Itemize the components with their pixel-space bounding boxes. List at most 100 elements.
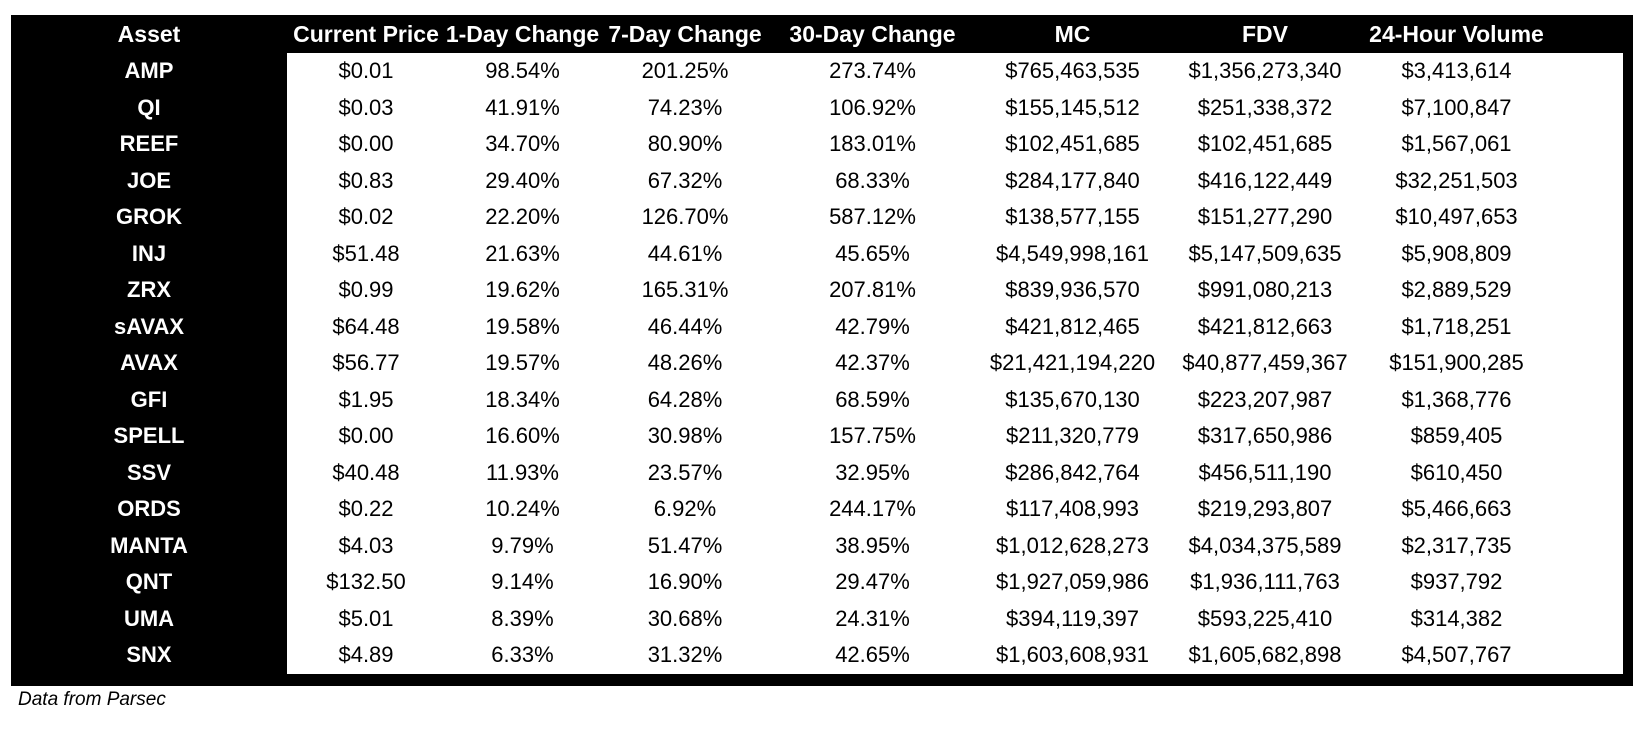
- table-header: Asset Current Price 1-Day Change 7-Day C…: [11, 15, 1623, 53]
- 30-day-change-cell: 244.17%: [770, 491, 975, 528]
- mc-cell: $102,451,685: [975, 126, 1170, 163]
- 7-day-change-cell: 30.98%: [600, 418, 770, 455]
- fdv-cell: $1,605,682,898: [1170, 637, 1360, 674]
- asset-cell: AMP: [11, 53, 287, 90]
- column-header-1-day-change: 1-Day Change: [445, 15, 600, 53]
- 7-day-change-cell: 30.68%: [600, 600, 770, 637]
- asset-cell: SPELL: [11, 418, 287, 455]
- current-price-cell: $0.01: [287, 53, 445, 90]
- current-price-cell: $5.01: [287, 600, 445, 637]
- current-price-cell: $0.22: [287, 491, 445, 528]
- mc-cell: $1,603,608,931: [975, 637, 1170, 674]
- fdv-cell: $251,338,372: [1170, 89, 1360, 126]
- table-row: SPELL $0.00 16.60% 30.98% 157.75% $211,3…: [11, 418, 1623, 455]
- 30-day-change-cell: 207.81%: [770, 272, 975, 309]
- volume-cell: $2,889,529: [1360, 272, 1623, 309]
- 7-day-change-cell: 31.32%: [600, 637, 770, 674]
- table-row: QI $0.03 41.91% 74.23% 106.92% $155,145,…: [11, 89, 1623, 126]
- source-note: Data from Parsec: [18, 689, 166, 710]
- 1-day-change-cell: 41.91%: [445, 89, 600, 126]
- 7-day-change-cell: 126.70%: [600, 199, 770, 236]
- table-row: SSV $40.48 11.93% 23.57% 32.95% $286,842…: [11, 454, 1623, 491]
- fdv-cell: $1,356,273,340: [1170, 53, 1360, 90]
- 7-day-change-cell: 46.44%: [600, 308, 770, 345]
- current-price-cell: $0.83: [287, 162, 445, 199]
- asset-cell: UMA: [11, 600, 287, 637]
- table-row: QNT $132.50 9.14% 16.90% 29.47% $1,927,0…: [11, 564, 1623, 601]
- current-price-cell: $1.95: [287, 381, 445, 418]
- table-row: GROK $0.02 22.20% 126.70% 587.12% $138,5…: [11, 199, 1623, 236]
- asset-cell: GFI: [11, 381, 287, 418]
- volume-cell: $3,413,614: [1360, 53, 1623, 90]
- column-header-30-day-change: 30-Day Change: [770, 15, 975, 53]
- volume-cell: $10,497,653: [1360, 199, 1623, 236]
- volume-cell: $151,900,285: [1360, 345, 1623, 382]
- mc-cell: $21,421,194,220: [975, 345, 1170, 382]
- table-row: ZRX $0.99 19.62% 165.31% 207.81% $839,93…: [11, 272, 1623, 309]
- table-row: AMP $0.01 98.54% 201.25% 273.74% $765,46…: [11, 53, 1623, 90]
- crypto-table-container: Asset Current Price 1-Day Change 7-Day C…: [11, 15, 1633, 686]
- 1-day-change-cell: 19.62%: [445, 272, 600, 309]
- 30-day-change-cell: 587.12%: [770, 199, 975, 236]
- asset-cell: JOE: [11, 162, 287, 199]
- fdv-cell: $219,293,807: [1170, 491, 1360, 528]
- 30-day-change-cell: 183.01%: [770, 126, 975, 163]
- current-price-cell: $40.48: [287, 454, 445, 491]
- fdv-cell: $151,277,290: [1170, 199, 1360, 236]
- 7-day-change-cell: 6.92%: [600, 491, 770, 528]
- 1-day-change-cell: 10.24%: [445, 491, 600, 528]
- volume-cell: $859,405: [1360, 418, 1623, 455]
- column-header-24-hour-volume: 24-Hour Volume: [1360, 15, 1623, 53]
- current-price-cell: $0.00: [287, 418, 445, 455]
- table-row: GFI $1.95 18.34% 64.28% 68.59% $135,670,…: [11, 381, 1623, 418]
- 1-day-change-cell: 8.39%: [445, 600, 600, 637]
- 30-day-change-cell: 68.59%: [770, 381, 975, 418]
- 7-day-change-cell: 67.32%: [600, 162, 770, 199]
- 1-day-change-cell: 11.93%: [445, 454, 600, 491]
- asset-cell: INJ: [11, 235, 287, 272]
- 7-day-change-cell: 201.25%: [600, 53, 770, 90]
- table-header-row: Asset Current Price 1-Day Change 7-Day C…: [11, 15, 1623, 53]
- mc-cell: $1,012,628,273: [975, 527, 1170, 564]
- mc-cell: $135,670,130: [975, 381, 1170, 418]
- mc-cell: $4,549,998,161: [975, 235, 1170, 272]
- 1-day-change-cell: 21.63%: [445, 235, 600, 272]
- fdv-cell: $102,451,685: [1170, 126, 1360, 163]
- 1-day-change-cell: 6.33%: [445, 637, 600, 674]
- volume-cell: $5,908,809: [1360, 235, 1623, 272]
- mc-cell: $839,936,570: [975, 272, 1170, 309]
- 7-day-change-cell: 23.57%: [600, 454, 770, 491]
- volume-cell: $5,466,663: [1360, 491, 1623, 528]
- asset-cell: SNX: [11, 637, 287, 674]
- 30-day-change-cell: 42.65%: [770, 637, 975, 674]
- current-price-cell: $0.99: [287, 272, 445, 309]
- volume-cell: $1,718,251: [1360, 308, 1623, 345]
- mc-cell: $394,119,397: [975, 600, 1170, 637]
- 1-day-change-cell: 98.54%: [445, 53, 600, 90]
- volume-cell: $610,450: [1360, 454, 1623, 491]
- 30-day-change-cell: 38.95%: [770, 527, 975, 564]
- current-price-cell: $4.03: [287, 527, 445, 564]
- volume-cell: $32,251,503: [1360, 162, 1623, 199]
- 7-day-change-cell: 16.90%: [600, 564, 770, 601]
- mc-cell: $138,577,155: [975, 199, 1170, 236]
- 1-day-change-cell: 19.58%: [445, 308, 600, 345]
- 1-day-change-cell: 9.14%: [445, 564, 600, 601]
- table-row: JOE $0.83 29.40% 67.32% 68.33% $284,177,…: [11, 162, 1623, 199]
- volume-cell: $314,382: [1360, 600, 1623, 637]
- current-price-cell: $132.50: [287, 564, 445, 601]
- 30-day-change-cell: 157.75%: [770, 418, 975, 455]
- mc-cell: $765,463,535: [975, 53, 1170, 90]
- 1-day-change-cell: 16.60%: [445, 418, 600, 455]
- 1-day-change-cell: 22.20%: [445, 199, 600, 236]
- fdv-cell: $593,225,410: [1170, 600, 1360, 637]
- asset-cell: ZRX: [11, 272, 287, 309]
- 30-day-change-cell: 42.37%: [770, 345, 975, 382]
- 7-day-change-cell: 80.90%: [600, 126, 770, 163]
- crypto-table: Asset Current Price 1-Day Change 7-Day C…: [11, 15, 1623, 674]
- table-row: REEF $0.00 34.70% 80.90% 183.01% $102,45…: [11, 126, 1623, 163]
- fdv-cell: $421,812,663: [1170, 308, 1360, 345]
- fdv-cell: $416,122,449: [1170, 162, 1360, 199]
- asset-cell: REEF: [11, 126, 287, 163]
- table-row: INJ $51.48 21.63% 44.61% 45.65% $4,549,9…: [11, 235, 1623, 272]
